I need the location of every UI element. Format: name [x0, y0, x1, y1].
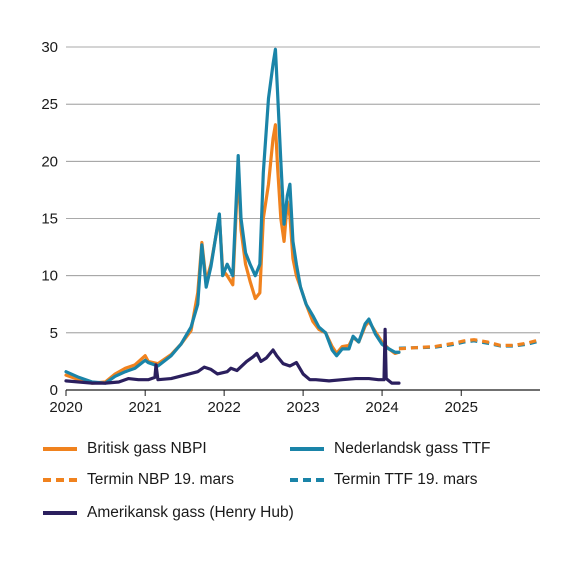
y-tick-label: 10 — [41, 268, 58, 285]
x-tick-label: 2025 — [445, 399, 478, 416]
y-tick-label: 25 — [41, 96, 58, 113]
x-tick-label: 2020 — [49, 399, 82, 416]
y-axis: 0 5 10 15 20 25 30 — [41, 39, 58, 399]
y-tick-label: 0 — [50, 382, 58, 399]
y-tick-label: 20 — [41, 153, 58, 170]
x-tick-label: 2024 — [365, 399, 398, 416]
series-line-4 — [64, 327, 401, 385]
series-line-1 — [64, 47, 401, 385]
y-tick-label: 30 — [41, 39, 58, 56]
x-axis: 2020 2021 2022 2023 2024 2025 — [49, 389, 540, 416]
x-tick-label: 2021 — [128, 399, 161, 416]
series-line-0 — [64, 123, 401, 385]
grid-lines — [66, 46, 540, 391]
x-tick-label: 2022 — [207, 399, 240, 416]
y-tick-label: 15 — [41, 211, 58, 228]
series-line-2 — [398, 338, 541, 351]
series-lines — [64, 47, 541, 385]
x-tick-label: 2023 — [286, 399, 319, 416]
y-tick-label: 5 — [50, 325, 58, 342]
